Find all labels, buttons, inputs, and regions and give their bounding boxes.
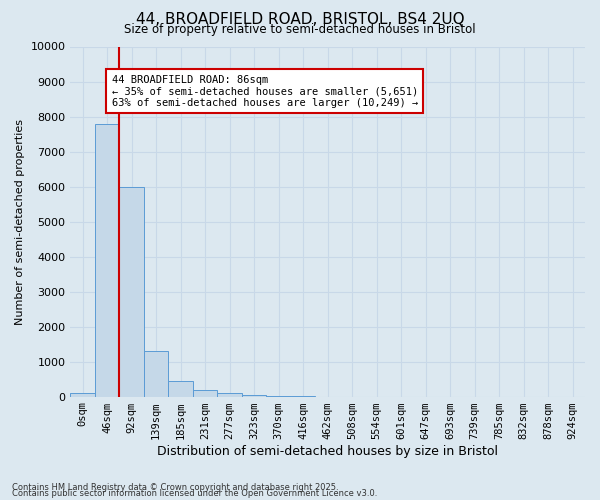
Bar xyxy=(144,351,169,397)
Text: 44, BROADFIELD ROAD, BRISTOL, BS4 2UQ: 44, BROADFIELD ROAD, BRISTOL, BS4 2UQ xyxy=(136,12,464,28)
Bar xyxy=(217,393,242,396)
X-axis label: Distribution of semi-detached houses by size in Bristol: Distribution of semi-detached houses by … xyxy=(157,444,498,458)
Bar xyxy=(169,381,193,396)
Text: Size of property relative to semi-detached houses in Bristol: Size of property relative to semi-detach… xyxy=(124,22,476,36)
Bar xyxy=(193,390,217,396)
Bar xyxy=(242,395,266,396)
Bar xyxy=(119,186,144,396)
Bar xyxy=(70,393,95,396)
Y-axis label: Number of semi-detached properties: Number of semi-detached properties xyxy=(15,118,25,324)
Text: 44 BROADFIELD ROAD: 86sqm
← 35% of semi-detached houses are smaller (5,651)
63% : 44 BROADFIELD ROAD: 86sqm ← 35% of semi-… xyxy=(112,74,418,108)
Text: Contains public sector information licensed under the Open Government Licence v3: Contains public sector information licen… xyxy=(12,490,377,498)
Bar xyxy=(95,124,119,396)
Text: Contains HM Land Registry data © Crown copyright and database right 2025.: Contains HM Land Registry data © Crown c… xyxy=(12,483,338,492)
